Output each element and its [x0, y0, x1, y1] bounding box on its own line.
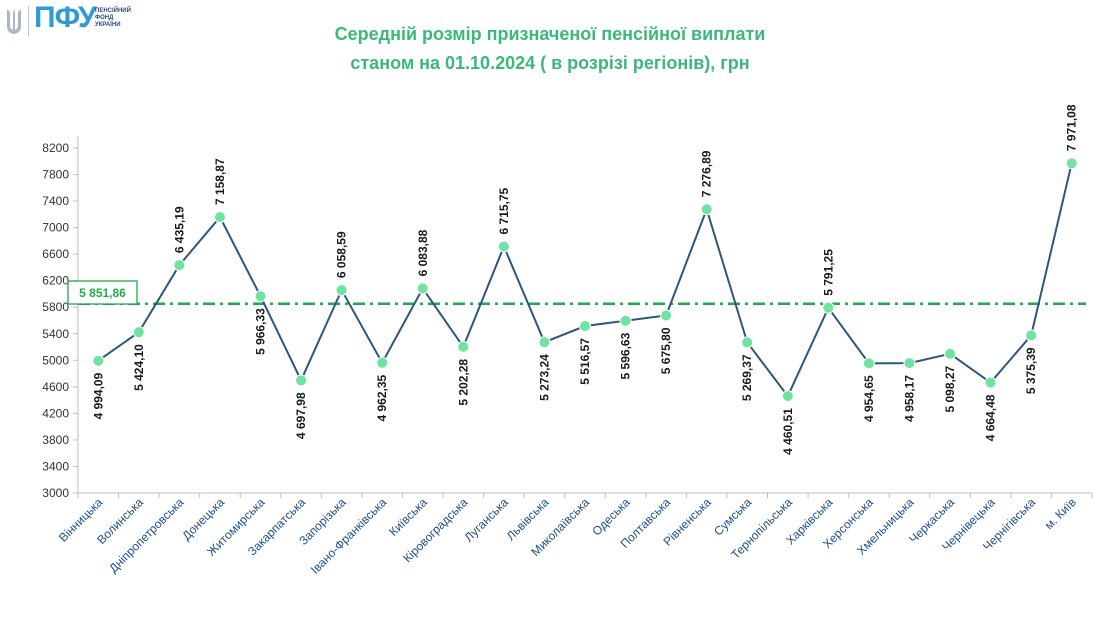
data-label: 5 273,24	[537, 354, 551, 401]
data-label: 7 971,08	[1065, 104, 1079, 151]
chart-title-line: станом на 01.10.2024 ( в розрізі регіоні…	[350, 53, 750, 73]
data-point	[579, 320, 591, 333]
pfu-logo: ПФУ ПЕНСІЙНИЙ ФОНД УКРАЇНИ	[4, 1, 145, 40]
data-point	[903, 357, 916, 370]
data-label: 5 424,10	[132, 344, 146, 391]
data-point	[132, 326, 145, 339]
data-point	[92, 354, 105, 367]
data-point	[173, 259, 186, 272]
data-label: 4 962,35	[375, 374, 389, 421]
data-point	[254, 290, 267, 303]
data-point	[538, 336, 551, 349]
y-tick-label: 8200	[42, 141, 69, 155]
average-label: 5 851,86	[79, 286, 126, 300]
data-point	[376, 356, 389, 369]
y-tick-label: 3800	[42, 433, 69, 447]
data-point	[944, 347, 957, 360]
data-point	[700, 203, 713, 216]
y-tick-label: 5800	[42, 300, 69, 314]
chart-title-line: Середній розмір призначеної пенсійної ви…	[334, 24, 766, 44]
data-point	[1025, 329, 1038, 342]
logo-sub-line: ПЕНСІЙНИЙ	[95, 8, 131, 14]
data-point	[822, 301, 835, 314]
x-tick-label: Дніпропетровська	[106, 495, 187, 576]
data-point	[416, 282, 429, 295]
y-tick-label: 5000	[42, 353, 69, 367]
data-label: 4 958,17	[902, 375, 916, 422]
logo-subtitle: ПЕНСІЙНИЙ ФОНД УКРАЇНИ	[95, 8, 145, 29]
chart-title: Середній розмір призначеної пенсійної ви…	[0, 20, 1100, 78]
data-point	[213, 211, 226, 224]
data-label: 5 202,28	[456, 359, 470, 406]
y-tick-label: 5400	[42, 327, 69, 341]
data-point	[862, 357, 875, 370]
data-label: 5 675,80	[659, 327, 673, 374]
data-point	[984, 376, 997, 389]
data-label: 5 516,57	[578, 338, 592, 385]
y-tick-label: 4200	[42, 406, 69, 420]
y-tick-label: 7400	[42, 194, 69, 208]
data-point	[660, 309, 673, 322]
data-point	[497, 240, 510, 253]
data-label: 4 994,09	[91, 372, 105, 419]
x-tick-label: Івано-Франківська	[308, 495, 390, 577]
data-label: 7 158,87	[213, 158, 227, 205]
y-tick-label: 7800	[42, 168, 69, 182]
data-point	[335, 284, 348, 297]
data-label: 5 966,33	[254, 308, 268, 355]
y-tick-label: 6600	[42, 247, 69, 261]
logo-sub-line: ФОНД	[95, 15, 114, 21]
data-label: 6 435,19	[172, 206, 186, 253]
data-point	[295, 374, 308, 387]
data-label: 5 375,39	[1024, 347, 1038, 394]
y-tick-label: 7000	[42, 221, 69, 235]
logo-separator	[28, 6, 29, 36]
logo-sub-line: УКРАЇНИ	[95, 22, 121, 28]
data-label: 4 460,51	[781, 408, 795, 455]
x-tick-label: м. Київ	[1042, 495, 1079, 532]
x-tick-label: Луганська	[462, 495, 512, 545]
y-tick-label: 3000	[42, 486, 69, 500]
data-label: 4 697,98	[294, 392, 308, 439]
data-label: 6 715,75	[497, 187, 511, 234]
data-point	[1065, 157, 1078, 170]
data-label: 6 083,88	[416, 229, 430, 276]
data-label: 4 954,65	[862, 375, 876, 422]
y-tick-label: 6200	[42, 274, 69, 288]
y-tick-label: 3400	[42, 459, 69, 473]
y-tick-label: 4600	[42, 380, 69, 394]
data-point	[741, 336, 754, 349]
data-label: 7 276,89	[700, 150, 714, 197]
logo-abbr: ПФУ	[34, 1, 97, 34]
data-point	[781, 390, 794, 403]
data-point	[619, 314, 632, 327]
data-label: 5 791,25	[821, 249, 835, 296]
data-label: 5 098,27	[943, 365, 957, 412]
data-label: 4 664,48	[984, 394, 998, 441]
data-label: 5 596,63	[619, 332, 633, 379]
trident-icon	[7, 8, 21, 34]
average-label-box	[67, 280, 138, 305]
data-label: 5 269,37	[740, 354, 754, 401]
data-point	[457, 340, 470, 353]
data-label: 6 058,59	[335, 231, 349, 278]
